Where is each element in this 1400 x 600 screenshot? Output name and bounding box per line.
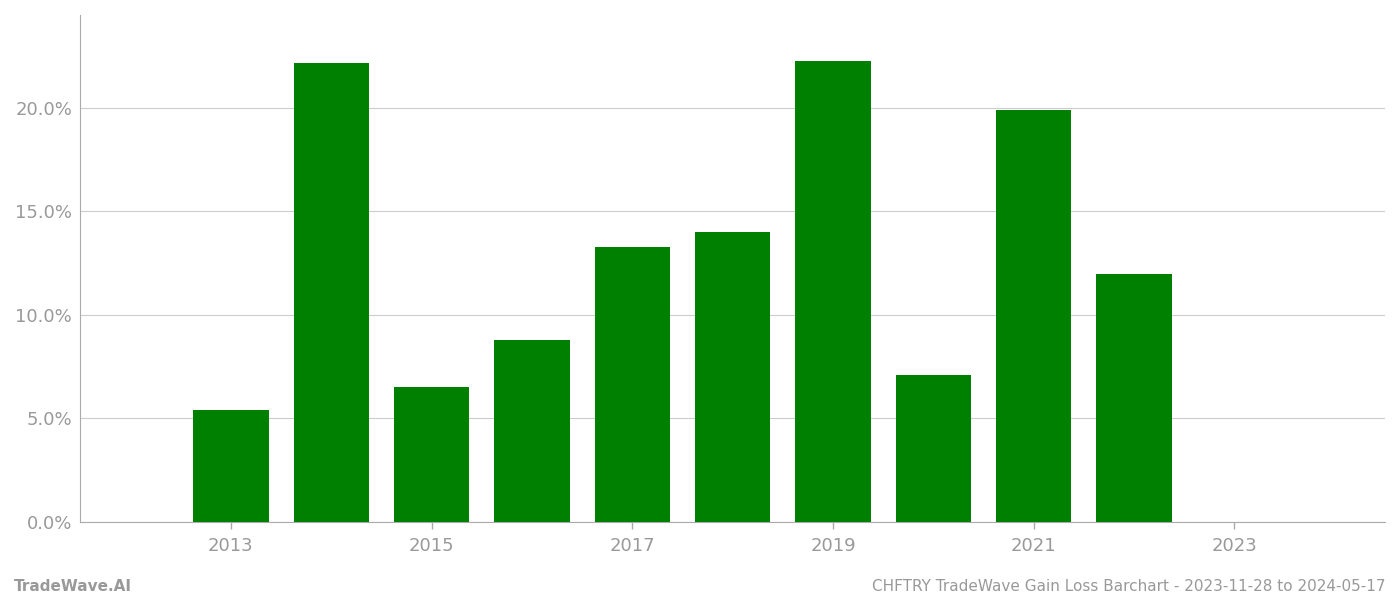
Text: TradeWave.AI: TradeWave.AI bbox=[14, 579, 132, 594]
Bar bbox=[393, 387, 469, 522]
Bar bbox=[193, 410, 269, 522]
Bar bbox=[1096, 274, 1172, 522]
Bar bbox=[494, 340, 570, 522]
Bar bbox=[694, 232, 770, 522]
Bar bbox=[595, 247, 671, 522]
Bar bbox=[294, 62, 368, 522]
Bar bbox=[896, 375, 972, 522]
Bar bbox=[997, 110, 1071, 522]
Bar bbox=[795, 61, 871, 522]
Text: CHFTRY TradeWave Gain Loss Barchart - 2023-11-28 to 2024-05-17: CHFTRY TradeWave Gain Loss Barchart - 20… bbox=[872, 579, 1386, 594]
